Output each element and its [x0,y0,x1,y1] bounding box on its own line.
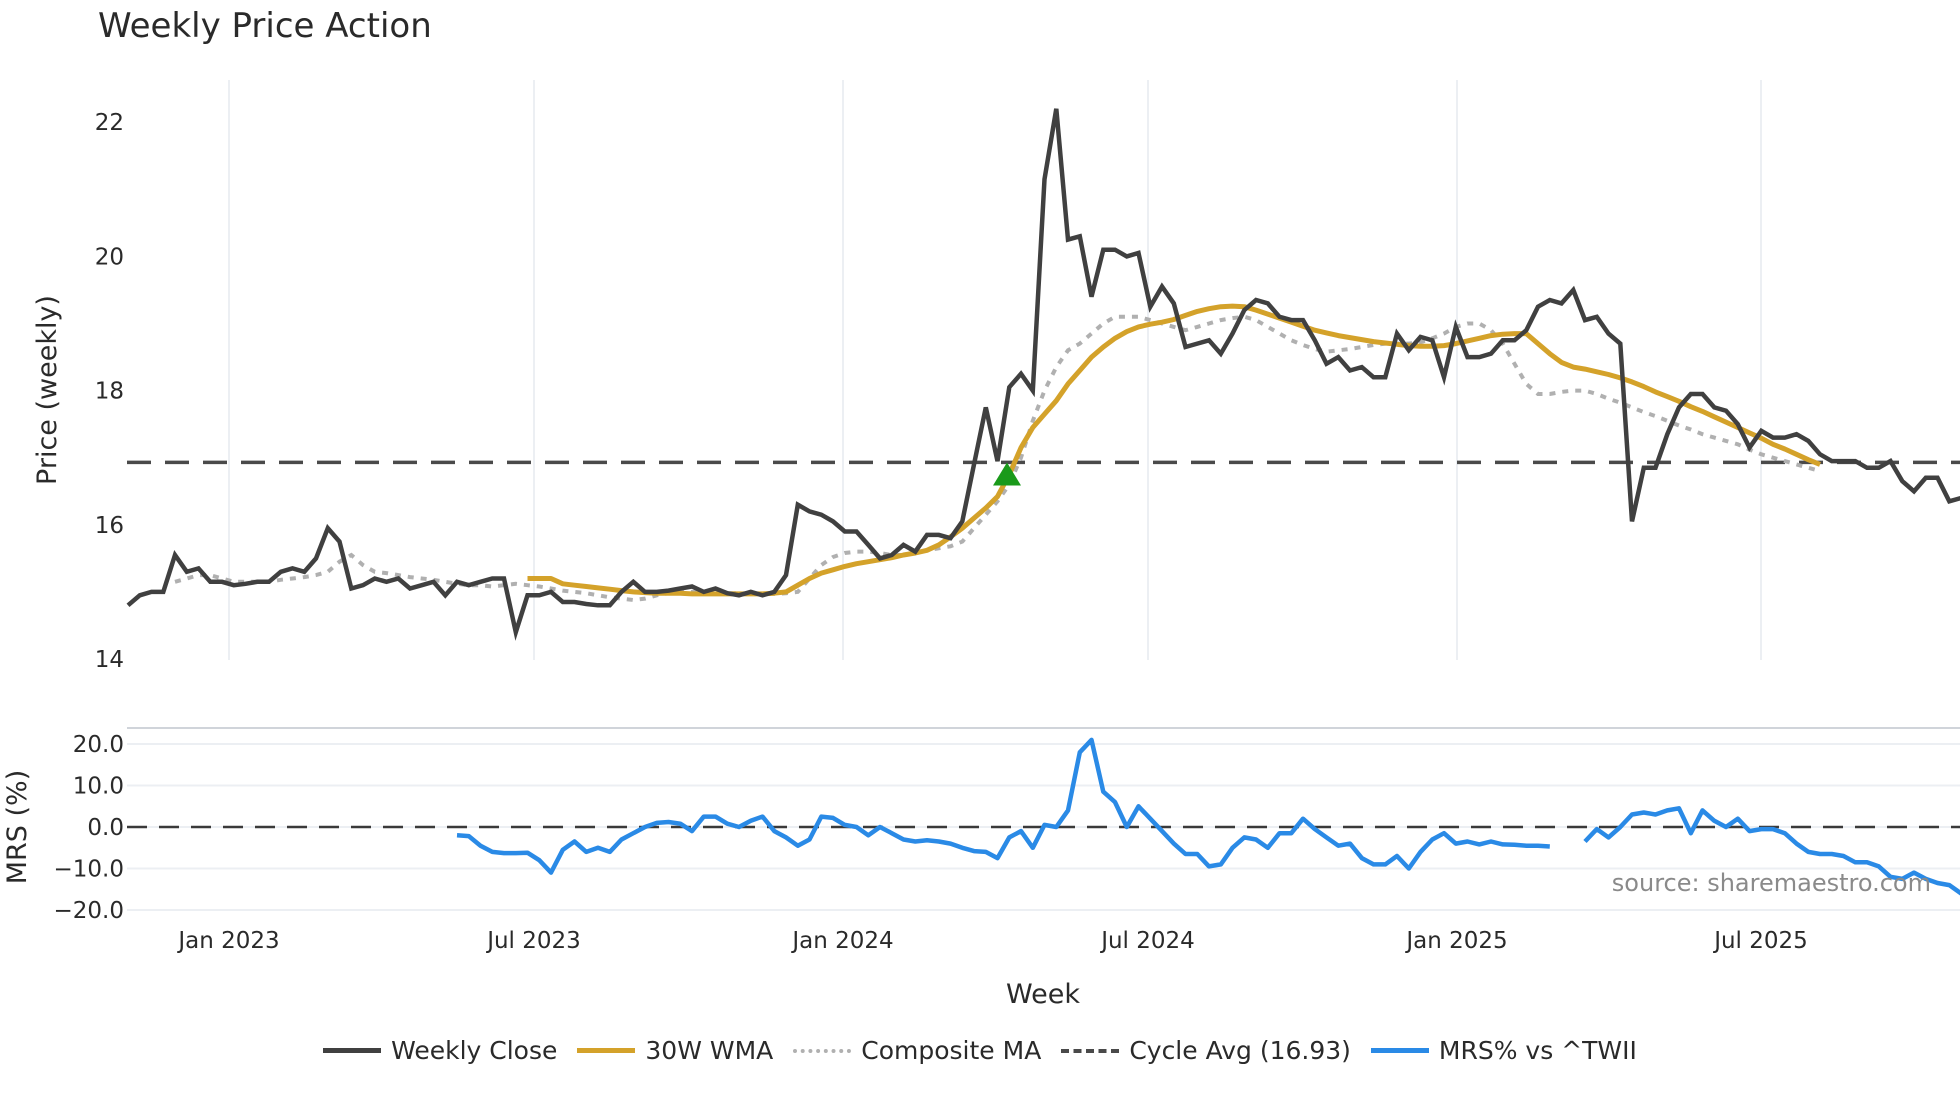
mrs-line [456,737,1960,896]
legend-label: Weekly Close [391,1036,558,1065]
x-tick-label: Jul 2023 [485,928,581,954]
source-note: source: sharemaestro.com [1612,869,1931,897]
legend-label: Composite MA [861,1036,1042,1065]
chart-title: Weekly Price Action [98,6,432,46]
x-tick-label: Jan 2024 [790,928,893,954]
price-tick-label: 16 [95,513,124,539]
mrs-tick-label: 0.0 [87,815,124,841]
x-tick-label: Jan 2023 [176,928,279,954]
mrs-tick-label: 10.0 [73,774,124,800]
x-axis-title: Week [1006,979,1080,1010]
legend-swatch-icon [1370,1048,1429,1053]
price-tick-label: 14 [95,647,124,673]
legend: Weekly Close 30W WMA Composite MA Cycle Avg… [0,1036,1960,1065]
price-tick-label: 18 [95,379,124,405]
mrs-y-axis: −20.0 −10.0 0.0 10.0 20.0 [54,732,124,924]
x-tick-label: Jul 2025 [1712,928,1808,954]
legend-swatch-icon [577,1048,636,1053]
legend-swatch-icon [323,1048,382,1053]
mrs-axis-title: MRS (%) [2,770,33,885]
x-tick-label: Jul 2024 [1099,928,1195,954]
legend-item[interactable]: Weekly Close [323,1036,557,1065]
price-y-axis: 14 16 18 20 22 [95,110,124,673]
legend-item[interactable]: MRS% vs ^TWII [1370,1036,1637,1065]
price-tick-label: 20 [95,244,124,270]
buy-signal-triangle-icon [993,462,1021,486]
series-layer [126,108,1960,896]
price-axis-title: Price (weekly) [32,295,63,485]
legend-label: Cycle Avg (16.93) [1129,1036,1351,1065]
legend-label: 30W WMA [645,1036,774,1065]
legend-swatch-icon [1061,1048,1120,1053]
legend-item[interactable]: Cycle Avg (16.93) [1061,1036,1351,1065]
legend-swatch-icon [793,1048,852,1053]
legend-label: MRS% vs ^TWII [1438,1036,1637,1065]
mrs-tick-label: 20.0 [73,732,124,758]
composite-ma-line [174,314,1821,603]
legend-item[interactable]: Composite MA [793,1036,1041,1065]
weekly-close-line [126,108,1960,641]
price-tick-label: 22 [95,110,124,136]
x-axis: Jan 2023 Jul 2023 Jan 2024 Jul 2024 Jan 2025… [176,928,1807,954]
mrs-tick-label: −10.0 [54,857,124,883]
mrs-tick-label: −20.0 [54,898,124,924]
x-tick-label: Jan 2025 [1404,928,1507,954]
legend-item[interactable]: 30W WMA [577,1036,773,1065]
